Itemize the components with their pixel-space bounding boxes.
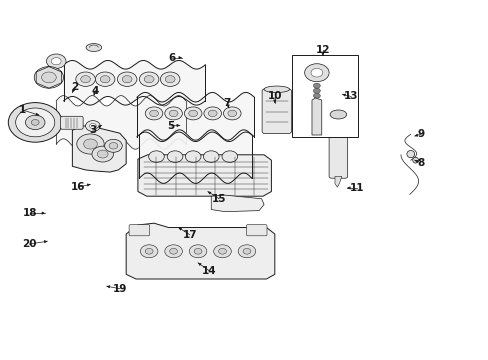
Text: 20: 20	[22, 239, 37, 249]
Circle shape	[34, 67, 63, 88]
Text: 15: 15	[211, 194, 226, 204]
Circle shape	[100, 76, 110, 83]
Polygon shape	[138, 155, 271, 196]
Circle shape	[77, 134, 104, 154]
Text: 14: 14	[202, 266, 216, 276]
Text: 11: 11	[349, 183, 364, 193]
Circle shape	[167, 151, 183, 162]
Polygon shape	[126, 223, 274, 279]
Circle shape	[310, 68, 322, 77]
Circle shape	[81, 76, 90, 83]
Text: 12: 12	[315, 45, 329, 55]
Text: 1: 1	[19, 105, 25, 115]
Circle shape	[51, 58, 61, 65]
Circle shape	[313, 83, 320, 88]
Circle shape	[92, 146, 113, 162]
Circle shape	[213, 245, 231, 258]
Polygon shape	[72, 126, 126, 172]
Circle shape	[122, 76, 132, 83]
Circle shape	[189, 245, 206, 258]
Circle shape	[148, 151, 164, 162]
Circle shape	[145, 248, 153, 254]
Circle shape	[139, 72, 159, 86]
Text: 19: 19	[112, 284, 127, 294]
FancyBboxPatch shape	[328, 115, 347, 178]
Circle shape	[164, 107, 182, 120]
Circle shape	[184, 107, 202, 120]
Ellipse shape	[412, 157, 418, 163]
Circle shape	[203, 151, 219, 162]
Circle shape	[83, 139, 97, 149]
Circle shape	[169, 248, 177, 254]
Circle shape	[41, 72, 56, 83]
FancyBboxPatch shape	[129, 225, 149, 236]
Circle shape	[304, 64, 328, 82]
Circle shape	[95, 72, 115, 86]
Circle shape	[149, 110, 158, 117]
Circle shape	[188, 110, 197, 117]
Polygon shape	[211, 195, 264, 212]
Circle shape	[145, 107, 163, 120]
Circle shape	[169, 110, 178, 117]
Circle shape	[203, 107, 221, 120]
Circle shape	[223, 107, 241, 120]
Ellipse shape	[86, 44, 102, 51]
Circle shape	[31, 120, 39, 125]
Text: 2: 2	[71, 82, 78, 92]
Text: 5: 5	[167, 121, 174, 131]
Circle shape	[140, 245, 158, 258]
Text: 10: 10	[267, 91, 282, 102]
Circle shape	[313, 93, 320, 98]
Circle shape	[89, 123, 96, 129]
Text: 3: 3	[89, 125, 96, 135]
Text: 13: 13	[343, 91, 358, 102]
Circle shape	[109, 143, 118, 149]
Ellipse shape	[406, 150, 414, 158]
Polygon shape	[139, 130, 251, 183]
Circle shape	[76, 72, 95, 86]
FancyBboxPatch shape	[246, 225, 266, 236]
Circle shape	[117, 72, 137, 86]
Circle shape	[160, 72, 180, 86]
Circle shape	[97, 150, 108, 158]
Circle shape	[185, 151, 201, 162]
Text: 9: 9	[417, 129, 424, 139]
Circle shape	[85, 121, 100, 131]
Circle shape	[194, 248, 202, 254]
Circle shape	[25, 115, 45, 130]
Polygon shape	[311, 98, 321, 135]
Circle shape	[313, 88, 320, 93]
Circle shape	[8, 103, 62, 142]
Text: 7: 7	[223, 98, 231, 108]
Polygon shape	[63, 60, 205, 105]
Circle shape	[238, 245, 255, 258]
Text: 8: 8	[416, 158, 423, 168]
Bar	[292, 55, 358, 137]
Circle shape	[222, 151, 237, 162]
Circle shape	[243, 248, 250, 254]
Circle shape	[144, 76, 154, 83]
Polygon shape	[137, 93, 254, 141]
Circle shape	[227, 110, 236, 117]
Text: 16: 16	[71, 182, 85, 192]
Polygon shape	[56, 96, 185, 149]
Circle shape	[46, 54, 66, 68]
Circle shape	[218, 248, 226, 254]
Circle shape	[164, 245, 182, 258]
FancyBboxPatch shape	[61, 116, 83, 129]
Text: 4: 4	[91, 86, 99, 96]
Circle shape	[208, 110, 217, 117]
Text: 17: 17	[182, 230, 197, 240]
Circle shape	[165, 76, 175, 83]
Ellipse shape	[264, 86, 289, 93]
Text: 18: 18	[23, 208, 38, 218]
Circle shape	[16, 108, 55, 137]
Polygon shape	[334, 176, 341, 187]
Circle shape	[104, 139, 122, 152]
Text: 6: 6	[168, 53, 175, 63]
FancyBboxPatch shape	[262, 89, 291, 134]
Ellipse shape	[329, 110, 346, 119]
